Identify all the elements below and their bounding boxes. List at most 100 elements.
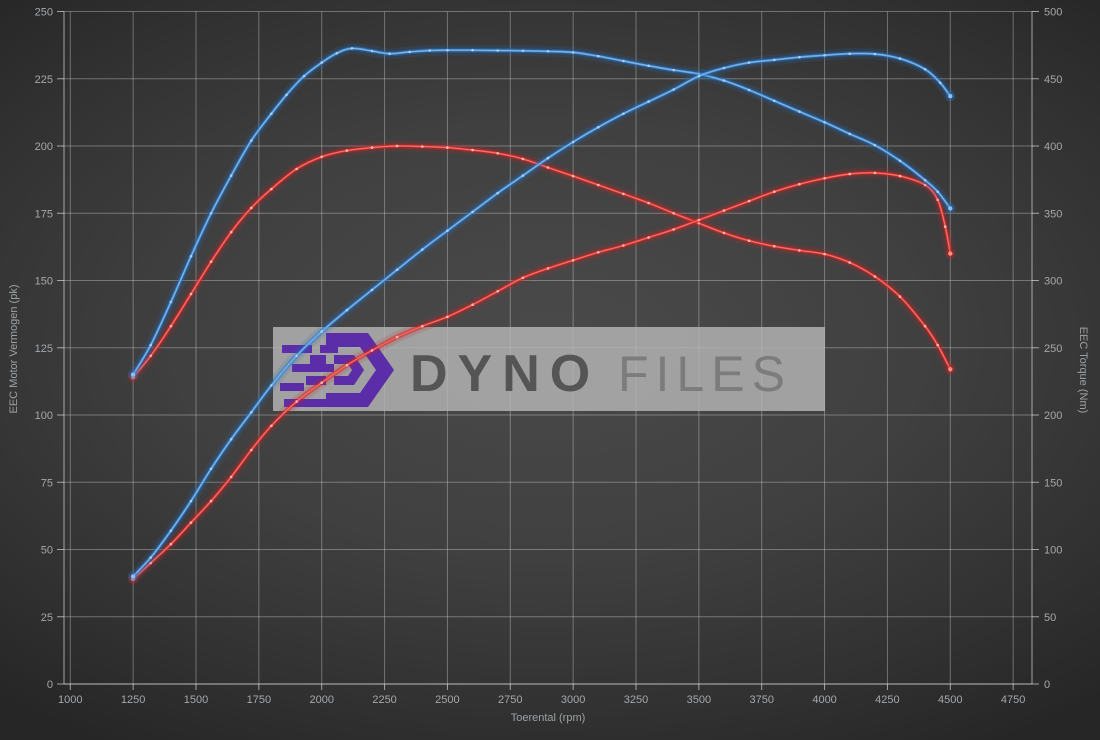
logo-hex-d	[306, 333, 394, 407]
data-point-marker	[149, 556, 152, 559]
data-point-marker	[722, 79, 726, 82]
data-point-marker	[395, 335, 399, 339]
data-point-marker	[923, 183, 927, 187]
data-point-marker	[295, 167, 298, 171]
data-point-marker	[747, 61, 751, 64]
y-right-tick-label: 400	[1044, 141, 1062, 153]
data-point-marker	[350, 47, 354, 50]
data-point-marker	[229, 230, 233, 234]
data-point-marker	[421, 324, 424, 328]
data-point-marker	[408, 50, 412, 54]
x-tick-label: 3250	[624, 694, 648, 706]
data-point-marker	[189, 254, 193, 258]
data-point-marker	[149, 343, 152, 347]
data-point-marker	[873, 171, 877, 175]
data-point-marker	[873, 52, 877, 56]
data-point-marker	[798, 182, 801, 186]
data-point-marker	[149, 561, 152, 565]
y-right-tick-label: 150	[1044, 477, 1062, 489]
data-point-marker	[169, 529, 173, 532]
series-endpoint	[948, 367, 953, 372]
data-point-marker	[169, 324, 173, 328]
y-left-axis-title: EEC Motor Vermogen (pk)	[8, 285, 20, 414]
data-point-marker	[898, 57, 902, 60]
data-point-marker	[747, 199, 751, 203]
y-left-tick-label: 125	[35, 343, 53, 355]
data-point-marker	[697, 218, 701, 222]
data-point-marker	[229, 174, 233, 177]
y-right-axis-title: EEC Torque (Nm)	[1077, 327, 1089, 414]
series-line-torque-tuned	[132, 47, 951, 376]
data-point-marker	[345, 149, 349, 152]
data-point-marker	[873, 275, 877, 278]
data-point-marker	[936, 190, 939, 193]
y-left-tick-label: 150	[35, 276, 53, 288]
data-point-marker	[295, 354, 298, 358]
data-point-marker	[936, 198, 939, 202]
data-point-marker	[597, 251, 600, 254]
series-endpoint	[130, 574, 136, 579]
data-point-marker	[622, 112, 625, 115]
data-point-marker	[798, 110, 801, 113]
data-point-marker	[209, 212, 213, 215]
data-point-marker	[295, 400, 298, 403]
data-point-marker	[848, 261, 851, 264]
data-point-marker	[622, 244, 625, 247]
data-point-marker	[209, 499, 213, 503]
y-right-tick-label: 250	[1044, 343, 1062, 355]
y-left-tick-label: 50	[41, 545, 53, 557]
y-left-tick-label: 175	[35, 208, 53, 220]
data-point-marker	[597, 183, 600, 187]
data-point-marker	[496, 152, 500, 155]
data-point-marker	[270, 384, 273, 387]
y-right-tick-label: 0	[1044, 679, 1050, 691]
data-point-marker	[496, 290, 500, 293]
data-point-marker	[335, 51, 339, 55]
x-tick-label: 4750	[1001, 694, 1025, 706]
data-point-marker	[823, 54, 826, 57]
data-point-marker	[647, 201, 650, 205]
watermark-brand-bold: DYNO	[410, 345, 600, 403]
data-point-marker	[697, 72, 701, 76]
y-right-tick-label: 350	[1044, 208, 1062, 220]
data-point-marker	[546, 267, 550, 270]
data-point-marker	[496, 49, 500, 52]
data-point-marker	[571, 174, 575, 178]
data-point-marker	[209, 260, 213, 264]
data-point-marker	[898, 174, 902, 178]
data-point-marker	[421, 248, 424, 251]
data-point-marker	[923, 178, 927, 182]
data-point-marker	[898, 295, 902, 298]
data-point-marker	[496, 191, 500, 195]
x-tick-label: 2500	[435, 694, 459, 706]
data-point-marker	[395, 144, 399, 148]
data-point-marker	[446, 48, 449, 52]
y-left-tick-label: 200	[35, 141, 53, 153]
data-point-marker	[938, 81, 942, 85]
x-tick-label: 3750	[749, 694, 773, 706]
data-point-marker	[270, 187, 273, 191]
data-point-marker	[546, 166, 550, 169]
data-point-marker	[250, 411, 253, 414]
data-point-marker	[672, 88, 675, 91]
data-point-marker	[521, 174, 525, 177]
data-point-marker	[471, 303, 474, 307]
x-tick-label: 4250	[875, 694, 899, 706]
data-point-marker	[302, 74, 306, 78]
data-point-marker	[209, 467, 213, 471]
series-line-torque-tuned	[130, 45, 953, 378]
data-point-marker	[189, 292, 193, 296]
data-point-marker	[571, 259, 575, 262]
data-point-marker	[672, 228, 675, 231]
x-axis-title: Toerental (rpm)	[511, 712, 586, 724]
data-point-marker	[229, 475, 233, 479]
series-line-power-tuned	[132, 53, 951, 577]
tick-label-layer: 0255075100125150175200225250050100150200…	[35, 7, 1063, 707]
data-point-marker	[428, 49, 432, 52]
series-endpoint	[948, 251, 953, 256]
data-point-marker	[722, 231, 726, 235]
data-point-marker	[388, 52, 391, 55]
y-left-tick-label: 25	[41, 612, 53, 624]
y-right-tick-label: 500	[1044, 7, 1062, 19]
